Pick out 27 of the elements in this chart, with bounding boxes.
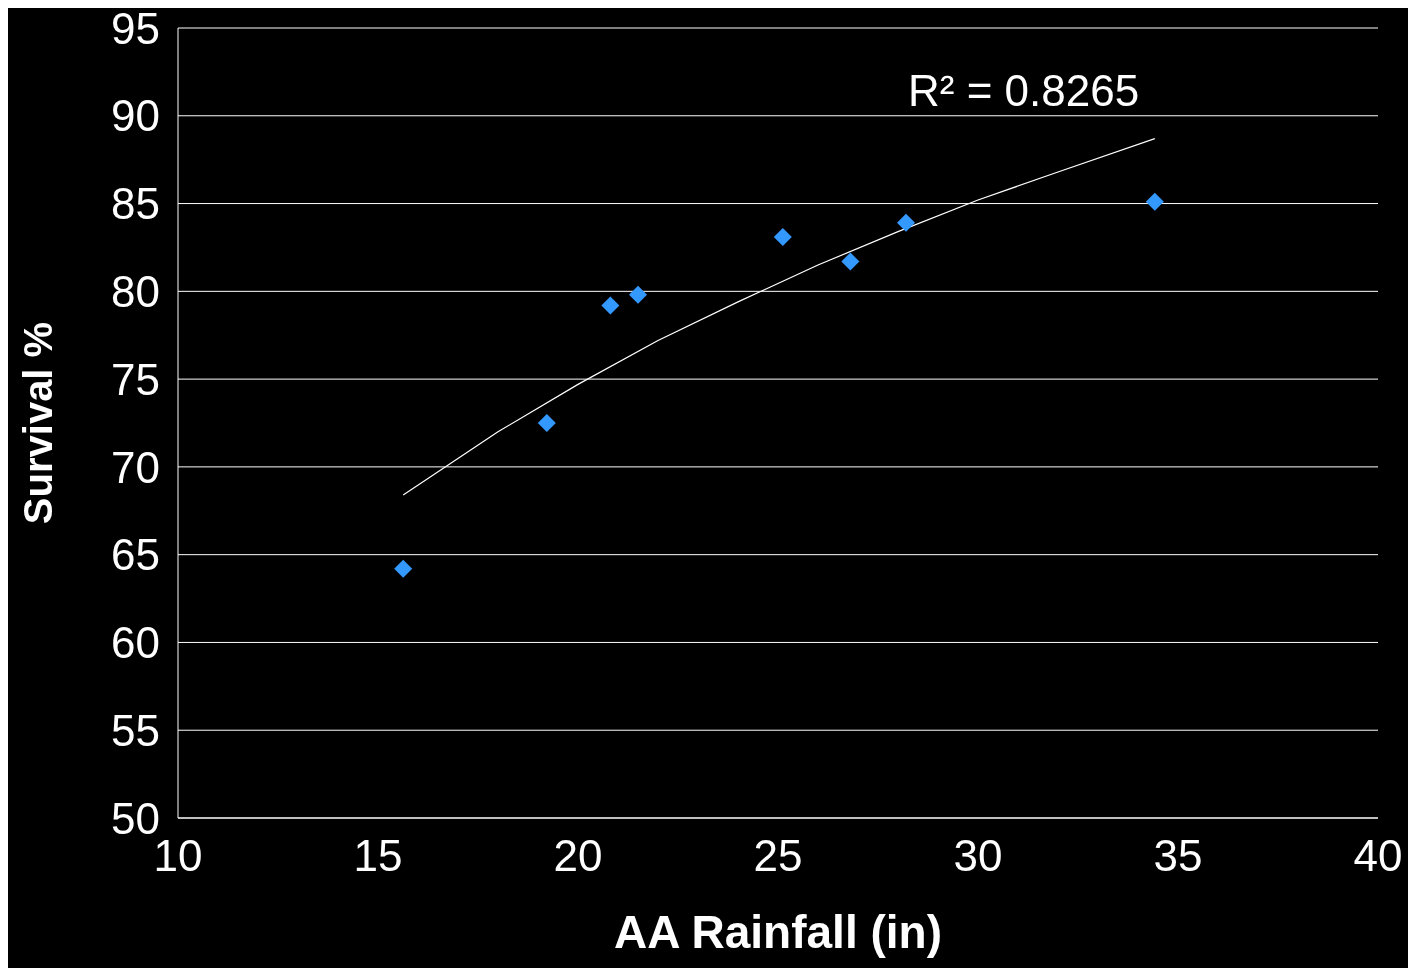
x-axis-title: AA Rainfall (in)	[614, 906, 942, 958]
x-tick-label: 30	[953, 831, 1003, 881]
y-tick-label: 80	[111, 266, 160, 316]
y-tick-label: 65	[111, 530, 160, 580]
point	[841, 252, 860, 271]
y-tick-label: 50	[111, 793, 160, 843]
y-tick-label: 85	[111, 179, 160, 229]
y-tick-label: 75	[111, 354, 160, 404]
x-tick-label: 35	[1153, 831, 1203, 881]
annotation: R² = 0.8265	[908, 66, 1140, 116]
y-tick-label: 60	[111, 618, 160, 668]
point	[537, 414, 556, 432]
point	[773, 227, 792, 246]
x-tick-label: 20	[553, 831, 603, 881]
x-tick-label: 40	[1353, 831, 1403, 881]
x-tick-label: 25	[753, 831, 803, 881]
point	[897, 213, 915, 232]
point	[1145, 192, 1164, 211]
y-tick-label: 95	[111, 3, 160, 53]
y-tick-label: 55	[111, 705, 160, 755]
y-tick-label: 70	[111, 442, 160, 492]
point	[394, 559, 413, 578]
point	[601, 296, 620, 315]
y-axis-title: Survival %	[16, 321, 61, 525]
x-tick-label: 15	[353, 831, 403, 881]
point	[629, 285, 647, 304]
y-tick-label: 90	[111, 91, 160, 141]
